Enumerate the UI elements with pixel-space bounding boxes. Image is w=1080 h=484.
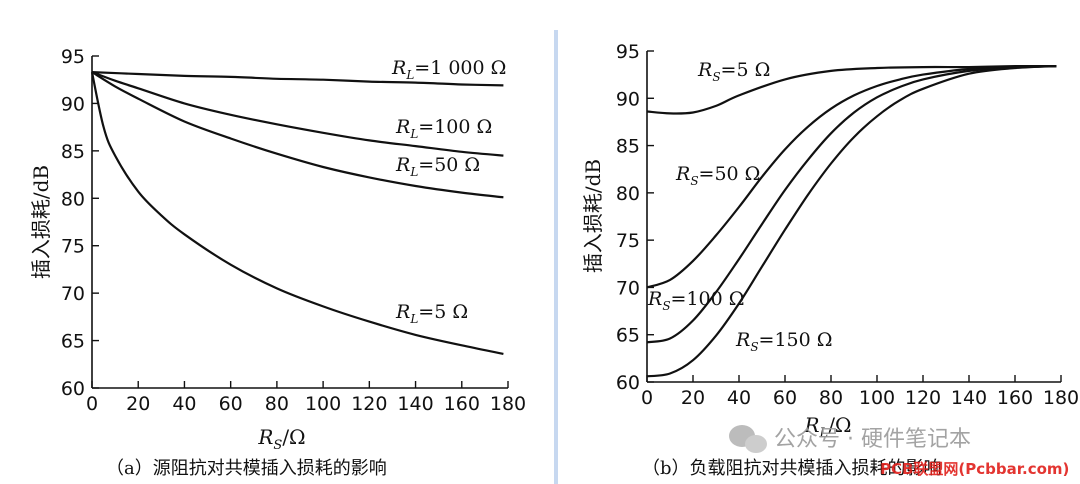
- y-tick-label: 95: [61, 46, 85, 68]
- y-tick-label: 70: [61, 283, 85, 305]
- x-tick-label: 80: [819, 387, 843, 409]
- series-line: [91, 71, 504, 87]
- y-tick-label: 80: [616, 183, 640, 205]
- x-tick-label: 100: [859, 387, 895, 409]
- series-label: RL=100 Ω: [395, 116, 492, 141]
- x-axis-title: RL/Ω: [803, 413, 851, 441]
- x-axis-title: RS/Ω: [257, 425, 305, 453]
- series-label: RL=5 Ω: [395, 301, 468, 326]
- x-tick-label: 100: [305, 393, 341, 415]
- y-tick-label: 75: [61, 236, 85, 258]
- series-line: [91, 71, 504, 199]
- series-line: [90, 71, 504, 355]
- x-tick-label: 140: [397, 393, 433, 415]
- chart-b: 60 65 70 75 80 85 90 95 0 20 40 60 80 100 120 140 160 180…: [581, 41, 1079, 441]
- x-tick-label: 0: [86, 393, 98, 415]
- x-tick-label: 160: [997, 387, 1033, 409]
- y-tick-label: 75: [616, 230, 640, 252]
- y-tick-label: 60: [61, 378, 85, 400]
- x-tick-label: 0: [641, 387, 653, 409]
- y-tick-label: 95: [616, 41, 640, 63]
- panel-divider: [554, 30, 558, 484]
- x-tick-label: 180: [490, 393, 526, 415]
- x-tick-label: 20: [126, 393, 150, 415]
- series-label: RS=150 Ω: [735, 329, 833, 354]
- watermark: 公众号 · 硬件笔记本 PCB联盟网(Pcbbar.com): [729, 425, 1069, 478]
- y-tick-label: 70: [616, 277, 640, 299]
- series-line: [646, 64, 1057, 115]
- y-tick-label: 65: [616, 325, 640, 347]
- y-tick-label: 60: [616, 372, 640, 394]
- x-tick-label: 120: [351, 393, 387, 415]
- series-label: RS=50 Ω: [675, 163, 760, 188]
- x-tick-label: 40: [172, 393, 196, 415]
- x-tick-label: 140: [951, 387, 987, 409]
- series-line: [646, 65, 1057, 378]
- y-tick-label: 85: [61, 141, 85, 163]
- series-label: RS=5 Ω: [697, 59, 770, 84]
- y-tick-label: 90: [616, 88, 640, 110]
- caption-b: （b）负载阻抗对共模插入损耗的影响: [642, 458, 942, 479]
- x-tick-label: 180: [1043, 387, 1079, 409]
- series-label: RL=50 Ω: [395, 154, 480, 179]
- y-axis-title: 插入损耗/dB: [29, 165, 53, 279]
- y-tick-label: 85: [616, 136, 640, 158]
- y-tick-label: 65: [61, 331, 85, 353]
- series-label: RL=1 000 Ω: [391, 57, 506, 82]
- caption-a: （a）源阻抗对共模插入损耗的影响: [106, 458, 387, 479]
- series-label: RS=100 Ω: [647, 288, 745, 313]
- x-tick-label: 40: [727, 387, 751, 409]
- chart-a: 60 65 70 75 80 85 90 95 0 20 40 60 80 100 120 140 160 180…: [29, 46, 526, 453]
- x-tick-label: 60: [219, 393, 243, 415]
- series-line: [91, 71, 504, 157]
- x-tick-label: 120: [905, 387, 941, 409]
- watermark-text: 公众号 · 硬件笔记本: [774, 427, 971, 452]
- x-tick-label: 60: [773, 387, 797, 409]
- series-line: [646, 65, 1057, 289]
- y-axis-title: 插入损耗/dB: [581, 159, 605, 273]
- x-tick-label: 160: [444, 393, 480, 415]
- series-line: [646, 65, 1057, 344]
- wechat-icon: [729, 425, 767, 453]
- x-tick-label: 80: [265, 393, 289, 415]
- watermark-site: PCB联盟网(Pcbbar.com): [880, 460, 1069, 478]
- x-tick-label: 20: [681, 387, 705, 409]
- y-tick-label: 90: [61, 93, 85, 115]
- y-tick-label: 80: [61, 188, 85, 210]
